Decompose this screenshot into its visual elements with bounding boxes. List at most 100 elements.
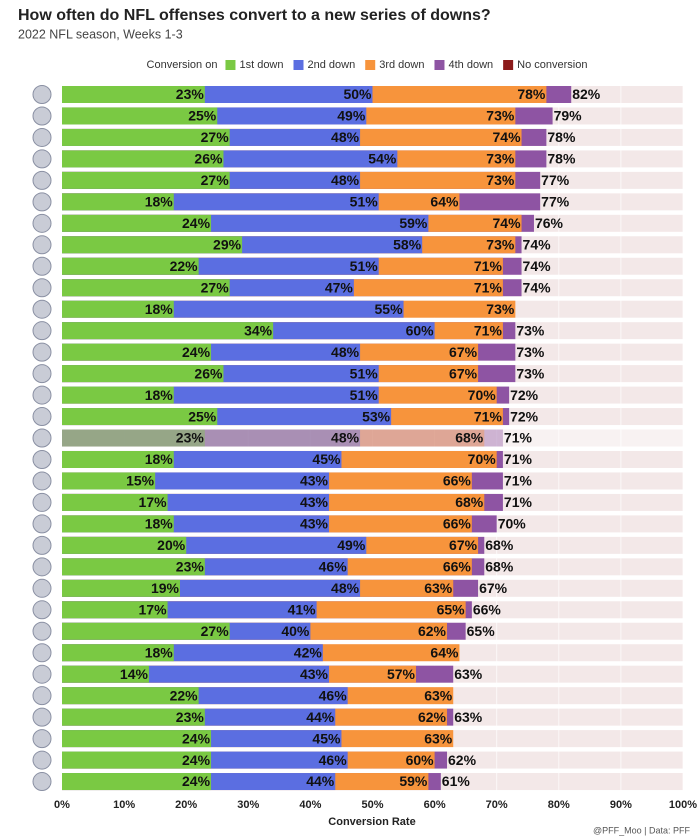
team-logo xyxy=(32,85,52,104)
data-label: 71% xyxy=(474,279,503,295)
data-label: 48% xyxy=(331,580,360,596)
team-logo xyxy=(32,707,52,727)
data-label: 63% xyxy=(454,666,483,682)
data-label: 51% xyxy=(350,365,379,381)
data-label: 24% xyxy=(182,344,211,360)
data-label: 68% xyxy=(455,430,484,446)
data-label: 43% xyxy=(300,473,329,489)
bar xyxy=(62,730,212,748)
bar xyxy=(62,408,218,426)
data-label: 48% xyxy=(331,344,360,360)
team-logo xyxy=(32,235,52,255)
team-logo xyxy=(32,471,52,491)
team-logo xyxy=(32,407,52,427)
bar xyxy=(62,536,187,554)
bar xyxy=(62,322,274,340)
chart-title: How often do NFL offenses convert to a n… xyxy=(18,7,491,24)
team-logo xyxy=(32,213,52,233)
team-logo xyxy=(32,750,52,770)
bar xyxy=(62,150,224,168)
data-label: 66% xyxy=(443,516,472,532)
bar xyxy=(62,386,174,404)
data-label: 62% xyxy=(418,623,447,639)
data-label: 71% xyxy=(504,451,533,467)
data-label: 14% xyxy=(120,666,149,682)
data-label: 47% xyxy=(325,279,354,295)
team-logo xyxy=(32,664,52,684)
bar xyxy=(62,687,199,705)
data-label: 51% xyxy=(350,194,379,210)
data-label: 67% xyxy=(449,365,478,381)
data-label: 77% xyxy=(541,194,570,210)
data-label: 18% xyxy=(145,516,174,532)
data-label: 73% xyxy=(486,301,515,317)
bar xyxy=(62,665,149,683)
data-label: 67% xyxy=(449,537,478,553)
data-label: 68% xyxy=(455,494,484,510)
team-logo xyxy=(32,535,52,555)
legend-swatch xyxy=(434,60,445,70)
data-label: 62% xyxy=(448,752,477,768)
data-label: 18% xyxy=(145,644,174,660)
data-label: 44% xyxy=(306,773,335,789)
team-logo xyxy=(32,578,52,598)
data-label: 48% xyxy=(331,172,360,188)
data-label: 42% xyxy=(294,644,323,660)
data-label: 46% xyxy=(319,752,348,768)
data-label: 43% xyxy=(300,516,329,532)
data-label: 71% xyxy=(504,473,533,489)
data-label: 67% xyxy=(449,344,478,360)
data-label: 60% xyxy=(406,752,435,768)
data-label: 18% xyxy=(145,194,174,210)
data-label: 64% xyxy=(430,644,459,660)
x-tick-label: 90% xyxy=(610,799,632,811)
data-label: 34% xyxy=(244,322,273,338)
bar xyxy=(62,429,205,447)
bar xyxy=(62,644,174,662)
data-label: 15% xyxy=(126,473,155,489)
data-label: 25% xyxy=(188,108,217,124)
data-label: 49% xyxy=(337,108,366,124)
data-label: 29% xyxy=(213,236,242,252)
data-label: 50% xyxy=(343,86,372,102)
data-label: 27% xyxy=(201,129,230,145)
data-label: 74% xyxy=(493,129,522,145)
data-label: 76% xyxy=(535,215,564,231)
bar xyxy=(62,493,168,511)
data-label: 71% xyxy=(474,408,503,424)
team-logo xyxy=(32,729,52,749)
team-logo xyxy=(32,449,52,469)
data-label: 46% xyxy=(319,559,348,575)
x-tick-label: 50% xyxy=(361,799,383,811)
data-label: 48% xyxy=(331,430,360,446)
data-label: 27% xyxy=(201,279,230,295)
data-label: 72% xyxy=(510,408,539,424)
data-label: 65% xyxy=(437,601,466,617)
x-tick-label: 60% xyxy=(424,799,446,811)
data-label: 43% xyxy=(300,494,329,510)
bar xyxy=(62,450,174,468)
data-label: 71% xyxy=(504,430,533,446)
caption: @PFF_Moo | Data: PFF xyxy=(593,825,690,835)
data-label: 23% xyxy=(176,430,205,446)
data-label: 74% xyxy=(523,279,552,295)
data-label: 67% xyxy=(479,580,508,596)
bar xyxy=(62,343,212,361)
x-tick-label: 0% xyxy=(54,799,70,811)
team-logo xyxy=(32,364,52,384)
data-label: 46% xyxy=(319,687,348,703)
team-logo xyxy=(32,127,52,147)
bar xyxy=(62,472,156,490)
data-label: 57% xyxy=(387,666,416,682)
x-tick-label: 70% xyxy=(486,799,508,811)
bar xyxy=(62,773,212,791)
data-label: 59% xyxy=(399,215,428,231)
data-label: 71% xyxy=(504,494,533,510)
data-label: 71% xyxy=(474,258,503,274)
x-tick-label: 100% xyxy=(669,799,697,811)
team-logo xyxy=(32,621,52,641)
data-label: 74% xyxy=(493,215,522,231)
data-label: 58% xyxy=(393,236,422,252)
data-label: 73% xyxy=(516,322,545,338)
